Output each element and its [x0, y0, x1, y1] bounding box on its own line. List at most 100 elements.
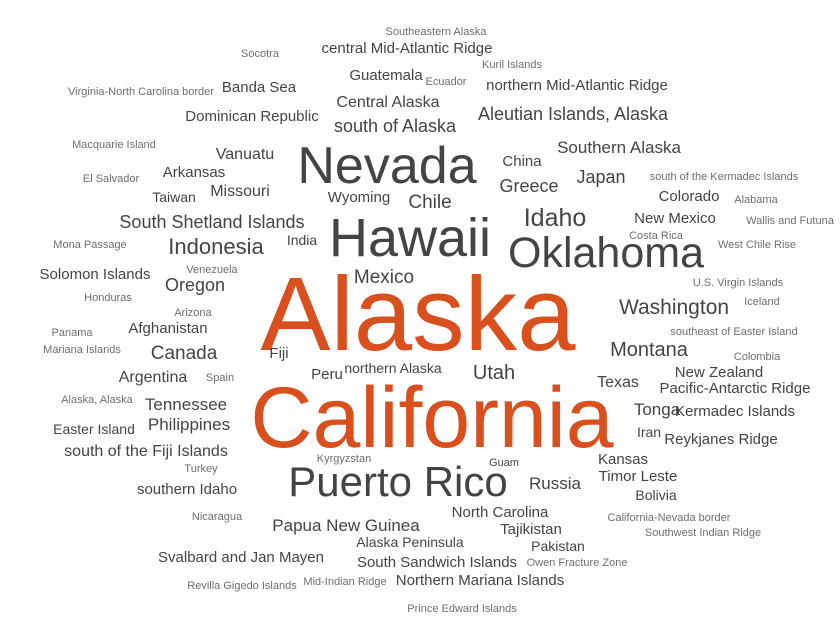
word-philippines: Philippines: [148, 415, 230, 434]
word-pacific-antarctic-ridge: Pacific-Antarctic Ridge: [660, 380, 811, 397]
word-puerto-rico: Puerto Rico: [288, 458, 507, 505]
word-wallis-and-futuna: Wallis and Futuna: [746, 215, 835, 227]
word-northern-mariana-islands: Northern Mariana Islands: [396, 572, 564, 589]
word-mona-passage: Mona Passage: [53, 239, 126, 251]
word-new-mexico: New Mexico: [634, 210, 716, 227]
word-new-zealand: New Zealand: [675, 364, 763, 381]
word-solomon-islands: Solomon Islands: [40, 266, 151, 283]
word-california-nevada-border: California-Nevada border: [608, 512, 731, 524]
word-mariana-islands: Mariana Islands: [43, 344, 121, 356]
word-panama: Panama: [52, 327, 94, 339]
word-southern-idaho: southern Idaho: [137, 481, 237, 498]
word-kuril-islands: Kuril Islands: [482, 59, 542, 71]
word-alaska-alaska: Alaska, Alaska: [61, 394, 133, 406]
word-kansas: Kansas: [598, 451, 648, 468]
word-ecuador: Ecuador: [426, 76, 467, 88]
word-southeastern-alaska: Southeastern Alaska: [386, 26, 488, 38]
word-arizona: Arizona: [174, 307, 212, 319]
word-alabama: Alabama: [734, 194, 778, 206]
word-peru: Peru: [311, 366, 343, 383]
word-easter-island: Easter Island: [53, 421, 135, 437]
word-missouri: Missouri: [210, 183, 270, 200]
word-india: India: [287, 232, 318, 248]
word-papua-new-guinea: Papua New Guinea: [272, 516, 420, 535]
word-turkey: Turkey: [184, 463, 218, 475]
word-prince-edward-islands: Prince Edward Islands: [407, 603, 517, 615]
word-chile: Chile: [408, 192, 451, 213]
word-indonesia: Indonesia: [168, 234, 264, 259]
word-washington: Washington: [619, 296, 729, 319]
word-timor-leste: Timor Leste: [599, 468, 678, 485]
word-vanuatu: Vanuatu: [216, 146, 274, 163]
word-south-of-the-fiji-islands: south of the Fiji Islands: [64, 443, 228, 460]
word-north-carolina: North Carolina: [452, 504, 549, 521]
word-venezuela: Venezuela: [186, 264, 238, 276]
word-wyoming: Wyoming: [328, 189, 390, 206]
word-pakistan: Pakistan: [531, 538, 585, 554]
word-honduras: Honduras: [84, 292, 132, 304]
word-dominican-republic: Dominican Republic: [185, 108, 319, 125]
word-socotra: Socotra: [241, 48, 280, 60]
word-el-salvador: El Salvador: [83, 173, 140, 185]
word-southwest-indian-ridge: Southwest Indian Ridge: [645, 527, 761, 539]
word-kyrgyzstan: Kyrgyzstan: [317, 453, 371, 465]
word-mid-indian-ridge: Mid-Indian Ridge: [303, 576, 386, 588]
word-nicaragua: Nicaragua: [192, 511, 243, 523]
word-kermadec-islands: Kermadec Islands: [675, 403, 795, 420]
word-bolivia: Bolivia: [635, 487, 676, 503]
word-alaska-peninsula: Alaska Peninsula: [356, 534, 464, 550]
word-russia: Russia: [529, 474, 582, 493]
word-nevada: Nevada: [297, 137, 476, 195]
word-iceland: Iceland: [744, 296, 779, 308]
word-west-chile-rise: West Chile Rise: [718, 239, 796, 251]
word-mexico: Mexico: [354, 267, 414, 288]
word-reykjanes-ridge: Reykjanes Ridge: [664, 431, 777, 448]
word-svalbard-and-jan-mayen: Svalbard and Jan Mayen: [158, 549, 324, 566]
word-oklahoma: Oklahoma: [508, 229, 704, 277]
word-south-of-alaska: south of Alaska: [334, 116, 457, 136]
word-texas: Texas: [597, 374, 639, 391]
word-guam: Guam: [489, 457, 519, 469]
word-macquarie-island: Macquarie Island: [72, 139, 156, 151]
word-northern-mid-atlantic-ridge: northern Mid-Atlantic Ridge: [486, 77, 668, 94]
word-greece: Greece: [499, 176, 558, 196]
word-southeast-of-easter-island: southeast of Easter Island: [670, 326, 797, 338]
word-virginia-north-carolina-border: Virginia-North Carolina border: [68, 86, 214, 98]
word-colorado: Colorado: [659, 188, 720, 205]
word-costa-rica: Costa Rica: [629, 230, 684, 242]
word-south-shetland-islands: South Shetland Islands: [119, 212, 304, 232]
word-south-of-the-kermadec-islands: south of the Kermadec Islands: [650, 171, 799, 183]
word-colombia: Colombia: [734, 351, 781, 363]
word-tajikistan: Tajikistan: [500, 521, 562, 538]
word-afghanistan: Afghanistan: [128, 320, 207, 337]
word-spain: Spain: [206, 372, 234, 384]
word-northern-alaska: northern Alaska: [344, 360, 441, 376]
word-argentina: Argentina: [119, 369, 188, 386]
word-japan: Japan: [576, 167, 625, 187]
word-california: California: [250, 370, 613, 466]
word-owen-fracture-zone: Owen Fracture Zone: [527, 557, 628, 569]
word-southern-alaska: Southern Alaska: [557, 138, 681, 157]
word-oregon: Oregon: [165, 275, 225, 295]
word-alaska: Alaska: [260, 256, 576, 373]
word-hawaii: Hawaii: [329, 208, 491, 268]
word-idaho: Idaho: [524, 204, 587, 232]
word-banda-sea: Banda Sea: [222, 79, 297, 96]
word-taiwan: Taiwan: [152, 189, 196, 205]
word-iran: Iran: [637, 424, 661, 440]
word-central-mid-atlantic-ridge: central Mid-Atlantic Ridge: [322, 40, 493, 57]
word-aleutian-islands-alaska: Aleutian Islands, Alaska: [478, 104, 669, 124]
word-montana: Montana: [610, 339, 689, 361]
word-central-alaska: Central Alaska: [336, 94, 439, 111]
word-utah: Utah: [473, 362, 515, 384]
word-revilla-gigedo-islands: Revilla Gigedo Islands: [187, 580, 297, 592]
word-fiji: Fiji: [269, 345, 288, 362]
word-china: China: [502, 153, 542, 170]
word-arkansas: Arkansas: [163, 164, 226, 181]
word-canada: Canada: [151, 343, 218, 364]
word-guatemala: Guatemala: [349, 67, 423, 84]
word-tennessee: Tennessee: [145, 395, 227, 414]
word-tonga: Tonga: [634, 400, 681, 419]
word-u-s-virgin-islands: U.S. Virgin Islands: [693, 277, 784, 289]
